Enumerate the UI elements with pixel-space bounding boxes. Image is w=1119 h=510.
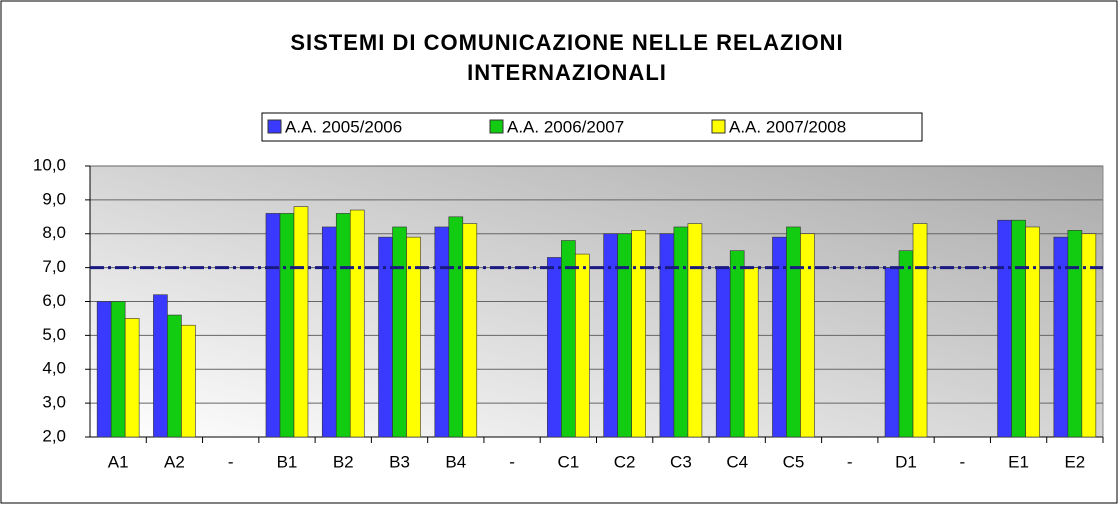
legend-swatch: [711, 119, 726, 134]
bar: [265, 213, 281, 438]
y-tick-label: 2,0: [42, 426, 66, 445]
x-tick-label: -: [509, 452, 515, 471]
x-tick-label: -: [959, 452, 965, 471]
bar: [124, 318, 140, 438]
x-tick-label: C5: [783, 452, 805, 471]
x-tick-label: E2: [1064, 452, 1085, 471]
bar: [1067, 230, 1083, 438]
bar: [800, 233, 815, 438]
bar: [687, 223, 703, 438]
bar: [153, 294, 168, 438]
x-tick-label: C3: [670, 452, 692, 471]
bar: [110, 301, 126, 438]
bar: [434, 226, 450, 438]
legend-box: [261, 112, 923, 142]
x-tick-label: B2: [333, 452, 354, 471]
bar: [96, 301, 112, 438]
bar: [181, 324, 196, 438]
chart-title: INTERNAZIONALI: [467, 60, 667, 85]
bar: [912, 223, 928, 438]
y-tick-label: 4,0: [42, 359, 66, 378]
bar: [786, 226, 801, 438]
x-tick-label: B4: [445, 452, 466, 471]
bar: [349, 209, 365, 438]
bar: [406, 236, 421, 438]
bar: [884, 267, 900, 438]
bar: [293, 206, 309, 438]
y-tick-label: 10,0: [33, 155, 66, 174]
bar: [561, 240, 576, 438]
y-tick-label: 8,0: [42, 223, 66, 242]
bar: [167, 314, 182, 438]
bar: [631, 230, 646, 438]
x-tick-label: B1: [277, 452, 298, 471]
y-tick-label: 3,0: [42, 393, 66, 412]
bar: [673, 226, 689, 438]
bar: [547, 257, 562, 438]
bar: [729, 250, 745, 438]
legend-swatch: [267, 119, 282, 134]
x-tick-label: E1: [1008, 452, 1029, 471]
x-tick-label: B3: [389, 452, 410, 471]
bar: [462, 223, 478, 438]
x-tick-label: C4: [726, 452, 748, 471]
y-tick-label: 9,0: [42, 189, 66, 208]
x-tick-label: -: [847, 452, 853, 471]
bar: [659, 233, 675, 438]
bar: [575, 253, 590, 438]
x-tick-label: D1: [895, 452, 917, 471]
x-tick-label: C1: [557, 452, 579, 471]
legend-label: A.A. 2005/2006: [285, 117, 402, 136]
chart-title: SISTEMI DI COMUNICAZIONE NELLE RELAZIONI: [290, 30, 843, 55]
bar: [715, 267, 731, 438]
bar: [1011, 219, 1026, 438]
bar: [617, 233, 632, 438]
y-tick-label: 7,0: [42, 257, 66, 276]
y-tick-label: 5,0: [42, 325, 66, 344]
legend-swatch: [489, 119, 504, 134]
bar: [448, 216, 464, 438]
bar: [1081, 233, 1097, 438]
legend-label: A.A. 2007/2008: [729, 117, 846, 136]
bar: [335, 213, 351, 438]
bar: [603, 233, 618, 438]
x-tick-label: -: [228, 452, 234, 471]
bar: [898, 250, 914, 438]
x-tick-label: A1: [108, 452, 129, 471]
bar: [743, 267, 759, 438]
bar: [279, 213, 295, 438]
bar: [997, 219, 1012, 438]
y-tick-label: 6,0: [42, 291, 66, 310]
bar: [1025, 226, 1040, 438]
legend-label: A.A. 2006/2007: [507, 117, 624, 136]
bar: [392, 226, 407, 438]
x-tick-label: C2: [614, 452, 636, 471]
x-tick-label: A2: [164, 452, 185, 471]
bar: [321, 226, 337, 438]
